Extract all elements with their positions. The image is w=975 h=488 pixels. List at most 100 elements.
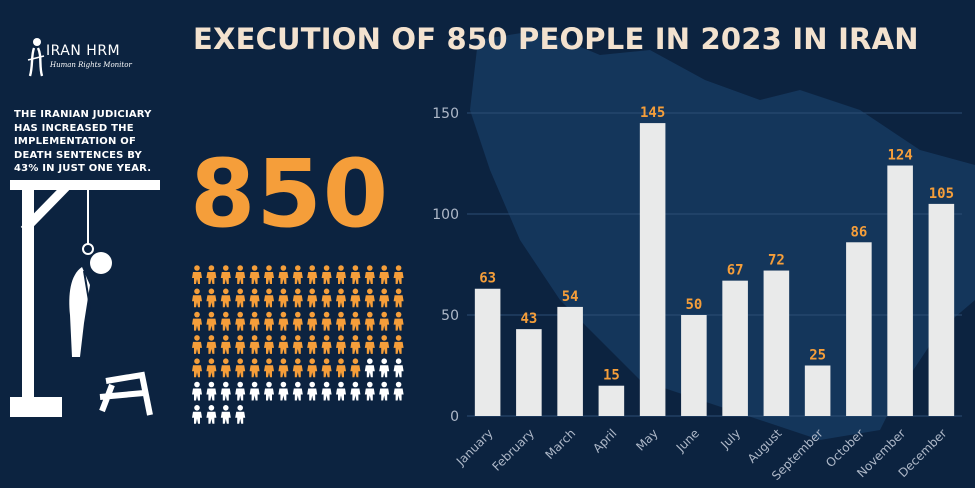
- person-icon: [235, 335, 246, 354]
- bar-value-label: 145: [640, 105, 665, 121]
- bar-value-label: 105: [929, 186, 954, 202]
- person-icon: [235, 265, 246, 284]
- person-icon: [235, 288, 246, 308]
- person-icon: [220, 358, 231, 378]
- person-icon: [379, 381, 390, 401]
- person-icon: [249, 311, 260, 331]
- bar: [474, 288, 501, 416]
- x-tick-label: February: [489, 426, 537, 474]
- person-icon: [379, 265, 390, 284]
- person-icon: [393, 335, 404, 354]
- person-icon: [379, 288, 390, 308]
- person-icon: [321, 381, 332, 401]
- bar: [639, 123, 666, 416]
- person-icon: [264, 381, 274, 401]
- page-title: EXECUTION OF 850 PEOPLE IN 2023 IN IRAN: [193, 22, 919, 56]
- person-icon: [307, 335, 318, 354]
- person-icon: [292, 311, 303, 331]
- person-icon: [192, 311, 202, 331]
- person-icon: [321, 265, 332, 284]
- y-tick-label: 150: [432, 106, 459, 122]
- person-icon: [379, 311, 390, 331]
- person-icon: [220, 405, 231, 424]
- person-icon: [307, 381, 318, 401]
- person-icon: [220, 335, 231, 354]
- bar-value-label: 50: [685, 297, 702, 313]
- person-icon: [192, 288, 202, 308]
- person-icon: [192, 265, 202, 284]
- person-icon: [321, 358, 332, 378]
- bar-value-label: 63: [479, 271, 496, 287]
- person-icon: [292, 358, 303, 378]
- person-icon: [249, 265, 260, 284]
- bar-value-label: 54: [562, 289, 579, 305]
- person-icon: [350, 311, 361, 331]
- bar-value-label: 86: [850, 224, 867, 240]
- person-icon: [364, 288, 375, 308]
- person-icon: [206, 405, 217, 424]
- person-icon: [321, 335, 332, 354]
- x-tick-label: July: [717, 426, 743, 452]
- person-icon: [379, 358, 390, 378]
- person-icon: [235, 381, 246, 401]
- person-icon: [192, 335, 202, 354]
- bar: [598, 385, 625, 416]
- bar: [846, 242, 872, 416]
- person-icon: [336, 335, 346, 354]
- person-icon: [292, 381, 303, 401]
- x-tick-label: August: [745, 426, 785, 466]
- person-icon: [278, 265, 289, 284]
- person-icon: [292, 335, 303, 354]
- person-icon: [307, 358, 318, 378]
- iran-hrm-logo-icon: [27, 38, 45, 77]
- brand-name: IRAN HRM: [46, 43, 121, 59]
- gallows-icon: [10, 180, 160, 417]
- person-icon: [235, 358, 246, 378]
- person-icon: [278, 381, 289, 401]
- person-icon: [249, 335, 260, 354]
- person-icon: [206, 288, 217, 308]
- bar: [722, 280, 748, 416]
- person-icon: [220, 311, 231, 331]
- person-icon: [364, 335, 375, 354]
- bar: [557, 306, 583, 416]
- y-tick-label: 0: [450, 409, 459, 425]
- bar: [887, 165, 913, 416]
- person-icon: [393, 288, 404, 308]
- person-icon: [350, 381, 361, 401]
- person-icon: [278, 288, 289, 308]
- bar-value-label: 43: [520, 311, 537, 327]
- person-icon: [336, 311, 346, 331]
- person-icon: [307, 288, 318, 308]
- person-icon: [364, 311, 375, 331]
- person-icon: [350, 288, 361, 308]
- bar: [928, 203, 955, 416]
- person-icon: [393, 358, 404, 378]
- people-pictogram: [192, 265, 404, 424]
- person-icon: [336, 381, 346, 401]
- person-icon: [206, 335, 217, 354]
- person-icon: [192, 381, 202, 401]
- person-icon: [264, 311, 274, 331]
- person-icon: [393, 311, 404, 331]
- x-tick-label: May: [633, 426, 660, 453]
- person-icon: [249, 381, 260, 401]
- person-icon: [350, 335, 361, 354]
- person-icon: [278, 358, 289, 378]
- person-icon: [220, 288, 231, 308]
- bar: [763, 270, 790, 416]
- person-icon: [192, 358, 202, 378]
- person-icon: [292, 288, 303, 308]
- y-tick-label: 100: [432, 207, 459, 223]
- x-tick-label: March: [542, 426, 578, 462]
- person-icon: [364, 265, 375, 284]
- person-icon: [206, 358, 217, 378]
- person-icon: [292, 265, 303, 284]
- bar-value-label: 25: [809, 348, 826, 364]
- person-icon: [379, 335, 390, 354]
- person-icon: [364, 358, 375, 378]
- person-icon: [336, 358, 346, 378]
- bar-value-label: 67: [727, 263, 744, 279]
- x-tick-label: April: [590, 426, 619, 455]
